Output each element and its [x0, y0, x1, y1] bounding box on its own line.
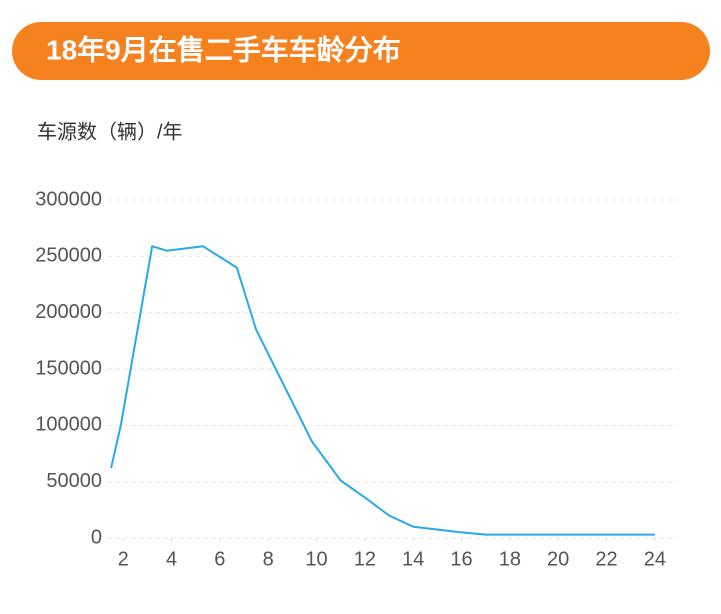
- y-tick-label: 200000: [35, 301, 102, 323]
- x-tick-label: 6: [214, 548, 225, 570]
- y-tick-label: 150000: [35, 357, 102, 379]
- y-tick-label: 50000: [46, 470, 102, 492]
- x-tick-label: 10: [305, 548, 327, 570]
- y-tick-label: 300000: [35, 188, 102, 210]
- x-tick-label: 18: [499, 548, 521, 570]
- x-tick-label: 16: [450, 548, 472, 570]
- data-line: [110, 245, 655, 536]
- y-tick-label: 250000: [35, 245, 102, 267]
- x-tick-label: 4: [166, 548, 177, 570]
- x-tick-label: 12: [354, 548, 376, 570]
- x-tick-label: 8: [263, 548, 274, 570]
- x-tick-label: 14: [402, 548, 424, 570]
- x-tick-label: 22: [595, 548, 617, 570]
- y-tick-label: 0: [91, 526, 102, 548]
- x-tick-label: 2: [118, 548, 129, 570]
- y-tick-label: 100000: [35, 414, 102, 436]
- title-bar: [12, 22, 710, 80]
- x-tick-label: 24: [644, 548, 666, 570]
- chart-title: 18年9月在售二手车车龄分布: [46, 33, 401, 65]
- x-tick-label: 20: [547, 548, 569, 570]
- y-axis-label: 车源数（辆）/年: [37, 120, 183, 143]
